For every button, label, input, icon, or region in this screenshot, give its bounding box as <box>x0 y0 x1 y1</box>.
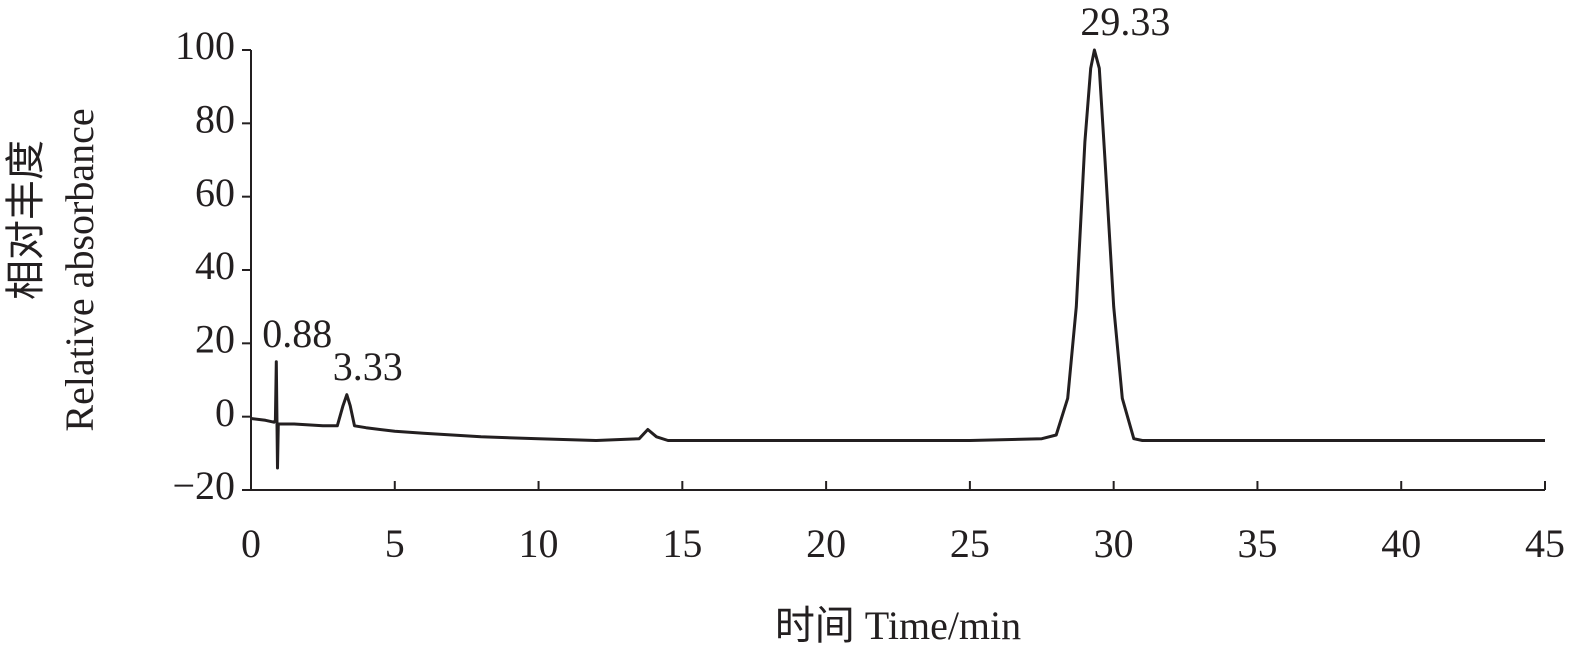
x-tick-label: 0 <box>241 521 261 566</box>
y-tick-label: 60 <box>195 170 235 215</box>
y-axis-label: Relative absorbance <box>57 108 102 431</box>
y-tick-label: 20 <box>195 317 235 362</box>
y-tick-label: −20 <box>172 463 235 508</box>
x-tick-label: 20 <box>806 521 846 566</box>
y-tick-label: 80 <box>195 97 235 142</box>
y-tick-label: 0 <box>215 390 235 435</box>
x-tick-label: 25 <box>950 521 990 566</box>
peak-label: 29.33 <box>1080 0 1170 44</box>
x-tick-label: 35 <box>1237 521 1277 566</box>
y-tick-label: 40 <box>195 243 235 288</box>
y-tick-label: 100 <box>175 23 235 68</box>
x-tick-label: 30 <box>1094 521 1134 566</box>
y-axis-label: 相对丰度 <box>3 140 48 300</box>
x-axis-label: 时间 Time/min <box>775 603 1021 648</box>
peak-label: 3.33 <box>333 344 403 389</box>
x-tick-label: 45 <box>1525 521 1565 566</box>
line <box>250 48 1545 470</box>
x-tick-label: 40 <box>1381 521 1421 566</box>
x-tick-label: 15 <box>662 521 702 566</box>
x-tick-label: 5 <box>385 521 405 566</box>
x-tick-label: 10 <box>519 521 559 566</box>
peak-label: 0.88 <box>262 311 332 356</box>
